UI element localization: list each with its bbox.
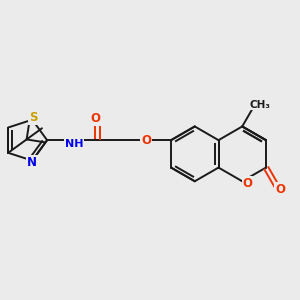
Text: CH₃: CH₃ — [250, 100, 271, 110]
Text: O: O — [242, 176, 253, 190]
Text: O: O — [90, 112, 100, 125]
Text: NH: NH — [64, 139, 83, 149]
Text: O: O — [275, 183, 285, 196]
Text: O: O — [141, 134, 152, 147]
Text: N: N — [27, 156, 37, 169]
Text: S: S — [29, 111, 37, 124]
